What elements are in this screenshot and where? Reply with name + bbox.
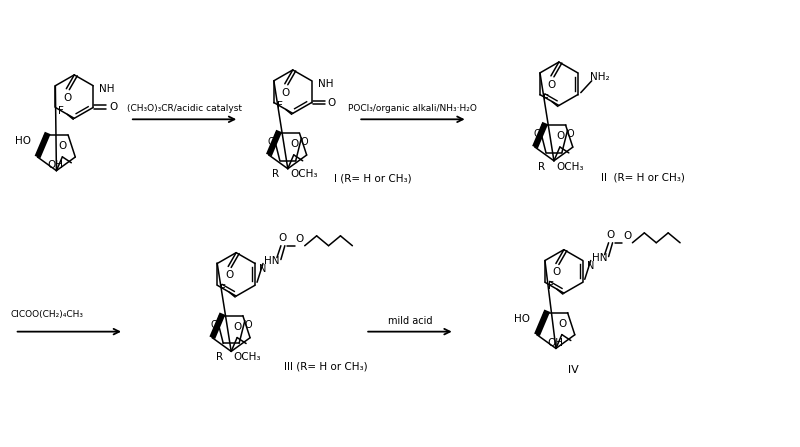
Text: O: O: [282, 88, 290, 97]
Text: HN: HN: [264, 256, 280, 266]
Text: NH: NH: [99, 84, 115, 94]
Text: R: R: [538, 161, 546, 172]
Text: NH: NH: [318, 79, 334, 89]
Text: O: O: [558, 319, 566, 329]
Text: O: O: [548, 80, 556, 90]
Text: HO: HO: [15, 136, 31, 146]
Text: OH: OH: [47, 160, 63, 170]
Text: mild acid: mild acid: [388, 316, 432, 326]
Text: O: O: [556, 131, 564, 141]
Text: O: O: [290, 139, 298, 149]
Text: OCH₃: OCH₃: [234, 352, 261, 362]
Text: O: O: [210, 320, 218, 329]
Text: OCH₃: OCH₃: [290, 169, 318, 179]
Text: O: O: [296, 234, 304, 244]
Text: F: F: [548, 281, 554, 291]
Text: R: R: [216, 352, 223, 362]
Text: O: O: [278, 233, 287, 243]
Text: OH: OH: [547, 337, 563, 348]
Text: N: N: [587, 261, 594, 271]
Text: O: O: [553, 267, 561, 278]
Text: O: O: [301, 137, 308, 147]
Text: HO: HO: [514, 314, 530, 324]
Text: O: O: [244, 320, 252, 329]
Text: F: F: [220, 284, 226, 294]
Text: O: O: [58, 141, 67, 151]
Text: O: O: [566, 129, 574, 139]
Text: O: O: [267, 137, 275, 147]
Text: O: O: [327, 97, 336, 108]
Text: O: O: [623, 231, 631, 241]
Text: O: O: [225, 270, 234, 280]
Text: lll (R= H or CH₃): lll (R= H or CH₃): [284, 361, 367, 371]
Text: O: O: [534, 129, 541, 139]
Text: I (R= H or CH₃): I (R= H or CH₃): [334, 173, 412, 184]
Text: ClCOO(CH₂)₄CH₃: ClCOO(CH₂)₄CH₃: [10, 310, 84, 319]
Text: O: O: [109, 102, 117, 113]
Text: N: N: [259, 265, 266, 274]
Text: F: F: [277, 101, 282, 111]
Text: HN: HN: [592, 253, 607, 262]
Text: ll  (R= H or CH₃): ll (R= H or CH₃): [601, 173, 685, 182]
Text: F: F: [58, 106, 64, 116]
Text: F: F: [543, 93, 549, 104]
Text: lV: lV: [569, 365, 579, 375]
Text: O: O: [606, 230, 614, 240]
Text: NH₂: NH₂: [590, 72, 610, 82]
Text: OCH₃: OCH₃: [556, 161, 583, 172]
Text: O: O: [234, 322, 242, 332]
Text: R: R: [272, 169, 279, 179]
Text: O: O: [63, 93, 71, 102]
Text: (CH₃O)₃CR/acidic catalyst: (CH₃O)₃CR/acidic catalyst: [127, 104, 242, 113]
Text: POCl₃/organic alkali/NH₃·H₂O: POCl₃/organic alkali/NH₃·H₂O: [349, 104, 478, 113]
